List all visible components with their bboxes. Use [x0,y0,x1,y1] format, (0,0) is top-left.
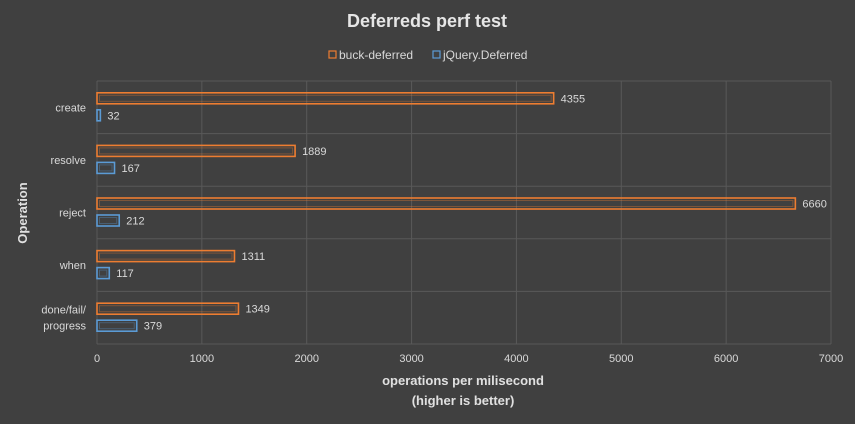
legend-label-jquery-deferred: jQuery.Deferred [442,48,527,62]
data-label: 1349 [245,304,269,316]
x-axis-title-line1: operations per milisecond [382,373,544,388]
bar-inner-edge [99,322,135,330]
bar-buck-deferred [96,249,236,263]
bar-buck-deferred [96,197,797,210]
gridlines [96,80,832,345]
data-label: 1311 [241,251,265,263]
bar-inner-edge [99,269,108,277]
x-tick-label: 6000 [714,353,738,365]
category-label: create [55,102,86,114]
data-label: 117 [116,268,134,280]
category-label: done/fail/ [41,305,87,317]
data-label: 167 [122,163,140,175]
x-axis-title-line2: (higher is better) [412,393,515,408]
y-axis-title: Operation [15,182,30,243]
legend: buck-deferred jQuery.Deferred [328,48,527,62]
x-tick-label: 5000 [609,353,633,365]
category-label: resolve [51,155,86,167]
x-tick-label: 1000 [190,353,214,365]
bar-buck-deferred [96,302,240,316]
bar-jquery-deferred [96,109,102,122]
bar-jquery-deferred [96,161,116,175]
data-label: 212 [126,216,144,228]
legend-swatch-buck-deferred [328,50,337,59]
x-tick-label: 2000 [294,353,318,365]
data-label: 32 [107,110,119,122]
bar-jquery-deferred [96,319,138,333]
bar-jquery-deferred [96,266,111,280]
data-label: 6660 [802,199,826,211]
data-label: 4355 [561,93,585,105]
x-tick-label: 3000 [399,353,423,365]
x-tick-label: 4000 [504,353,528,365]
bar-inner-edge [99,200,794,207]
category-label: when [59,260,86,272]
x-tick-label: 0 [94,353,100,365]
x-tick-labels: 0 1000 2000 3000 4000 5000 6000 7000 [94,353,843,365]
bar-inner-edge [99,147,294,155]
bar-inner-edge [99,164,113,172]
category-labels: create resolve reject when done/fail/progres… [41,102,87,332]
data-label: 379 [144,321,162,333]
data-labels: 4355 32 1889 167 6660 212 1311 117 1349 379 [107,93,826,332]
bar-buck-deferred [96,92,555,105]
category-label: progress [43,321,86,333]
bar-inner-edge [99,252,233,260]
bars [96,92,797,333]
legend-label-buck-deferred: buck-deferred [339,48,413,62]
chart-title: Deferreds perf test [347,11,507,31]
bar-jquery-deferred [96,214,121,227]
data-label: 1889 [302,146,326,158]
bar-inner-edge [99,305,237,313]
bar-inner-edge [99,217,118,224]
legend-swatch-jquery-deferred [432,50,441,59]
x-tick-label: 7000 [819,353,843,365]
category-label: reject [59,208,86,220]
bar-buck-deferred [96,144,296,158]
bar-inner-edge [99,94,552,102]
